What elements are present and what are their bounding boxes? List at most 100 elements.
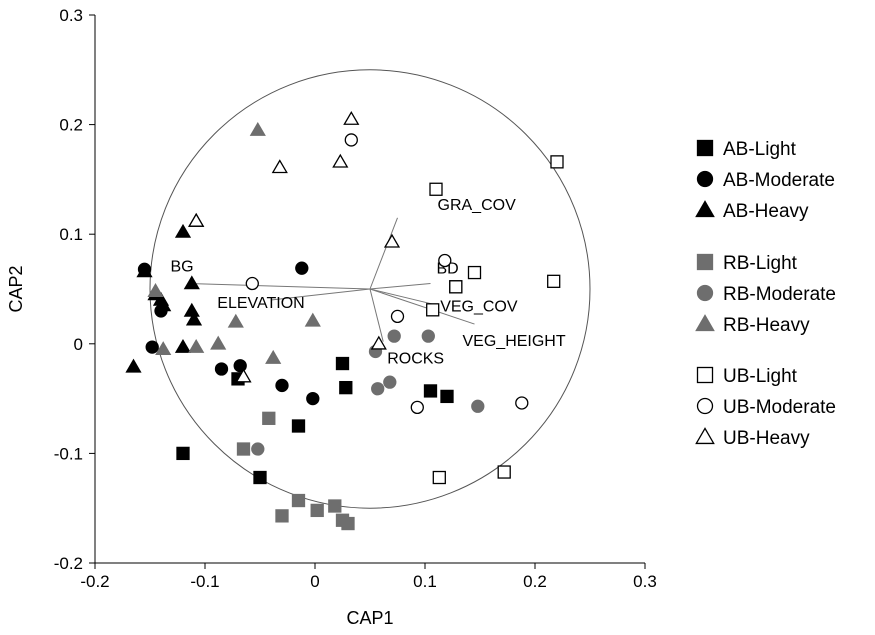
vector-bd [369,283,431,290]
legend-marker-ab-moderate [696,170,714,188]
data-point [125,358,142,373]
legend-marker-rb-heavy [695,314,715,332]
vector-label: VEG_HEIGHT [463,333,566,350]
data-point [550,155,564,169]
data-point [253,470,267,485]
x-tick-label: 0.1 [413,572,437,591]
legend-marker-ab-heavy [695,200,715,218]
x-axis-title: CAP1 [346,608,393,628]
data-point [449,280,463,294]
data-point [467,265,482,280]
data-point [174,338,192,353]
legend-marker-ub-moderate [696,397,714,415]
data-point [497,465,511,479]
vector-label: GRA_COV [438,197,517,214]
data-point [185,311,203,326]
vector-label: ELEVATION [217,295,304,312]
legend-label: RB-Light [723,253,798,274]
data-point [214,362,229,376]
x-tick-label: -0.1 [190,572,219,591]
data-point [310,503,324,518]
data-point [174,223,192,238]
legend-label: UB-Light [723,366,798,387]
plot-area: GRA_COVBDVEG_COVVEG_HEIGHTROCKSELEVATION… [125,69,591,531]
vector-veg-cov [369,288,439,306]
series-rb-moderate [251,329,485,456]
legend-label: AB-Light [723,139,797,160]
data-point [410,400,424,415]
data-point [438,253,452,268]
series-ab-light [176,356,454,485]
data-point [249,121,266,136]
data-point [262,411,276,425]
series-ub-light [426,155,564,485]
vector-label: ROCKS [387,351,444,368]
series-ab-heavy [125,212,205,373]
data-point [210,335,227,350]
y-tick-label: 0 [74,335,83,354]
data-point [251,442,265,456]
vector-bg [188,283,371,290]
data-point [332,153,349,168]
vector-label: BG [171,259,194,276]
data-point [245,276,259,291]
data-point [390,309,405,324]
data-point [183,275,200,290]
data-point [155,341,172,356]
series-ab-moderate [137,261,320,406]
legend-label: AB-Moderate [723,170,835,191]
legend-marker-rb-moderate [696,284,714,302]
legend-marker-rb-light [696,253,714,271]
data-point [291,419,306,433]
data-point [440,389,454,404]
legend-marker-ab-light [696,139,714,157]
data-point [335,356,350,371]
data-point [306,391,320,406]
data-point [341,516,355,531]
data-point [183,302,200,317]
data-point [176,446,190,461]
data-point [547,274,561,288]
data-point [265,349,282,364]
y-tick-label: -0.2 [54,554,83,573]
series-rb-heavy [147,121,321,364]
data-point [343,110,360,125]
data-point [423,384,438,398]
series-ub-moderate [245,133,529,415]
data-point [515,396,529,410]
legend-marker-ub-light [696,366,714,384]
data-point [275,509,289,523]
legend-label: UB-Moderate [723,397,836,418]
data-point [188,212,205,227]
data-point [328,499,342,513]
x-tick-label: -0.2 [80,572,109,591]
data-point [371,382,385,396]
data-point [295,261,309,275]
vector-veg-height [369,288,475,325]
data-point [432,470,446,485]
data-point [387,329,401,343]
data-point [421,329,435,343]
data-point [344,133,358,147]
vector-gra-cov [369,217,398,290]
legend-label: UB-Heavy [723,428,810,449]
correlation-circle [149,69,591,509]
data-point [383,375,397,389]
legend-label: RB-Moderate [723,284,836,305]
legend: AB-Light AB-Moderate AB-Heavy RB-Light RB-Mo… [695,139,836,449]
x-tick-label: 0 [310,572,319,591]
data-point [155,297,172,312]
vector-label: VEG_COV [440,298,518,315]
data-point [147,283,164,297]
data-point [370,335,387,350]
data-point [271,159,288,174]
y-tick-label: -0.1 [54,444,83,463]
data-point [233,359,247,373]
data-point [227,313,244,328]
y-tick-label: 0.1 [59,225,83,244]
data-point [236,442,251,456]
y-ticks: 0.3 0.2 0.1 0 -0.1 -0.2 [54,6,95,573]
data-point [136,263,153,278]
legend-marker-ub-heavy [695,427,715,445]
